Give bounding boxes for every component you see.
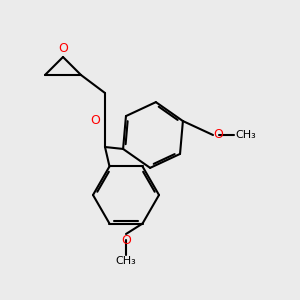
Text: CH₃: CH₃ bbox=[236, 130, 256, 140]
Text: O: O bbox=[213, 128, 223, 142]
Text: O: O bbox=[58, 43, 68, 56]
Text: CH₃: CH₃ bbox=[116, 256, 136, 266]
Text: O: O bbox=[91, 113, 100, 127]
Text: O: O bbox=[121, 234, 131, 247]
